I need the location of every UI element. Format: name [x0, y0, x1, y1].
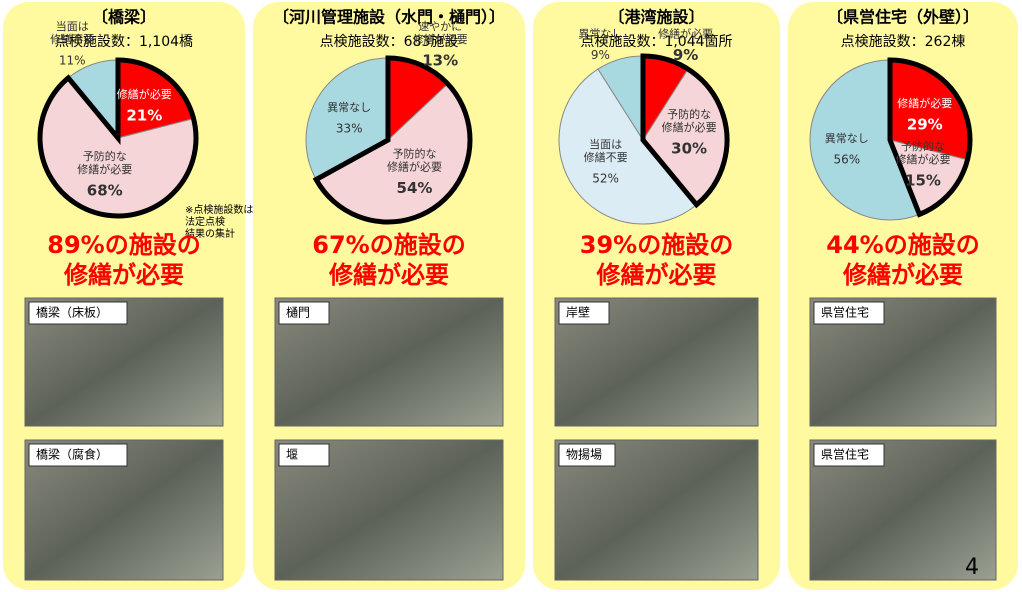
slice-value: 11% [59, 53, 86, 67]
slice-label: 当面は [589, 137, 622, 151]
photo-label-box [813, 443, 885, 467]
slice-label: 速やかに [418, 20, 462, 33]
repair-outline [37, 57, 199, 219]
headline: 修繕が必要 [596, 261, 717, 289]
slice-label: 修繕が必要 [77, 162, 132, 176]
panel-title: 〔橋梁〕 [92, 8, 156, 27]
slice-label: 当面は [56, 19, 89, 33]
slice-label: 修繕が必要 [662, 120, 717, 134]
repair-outline [640, 53, 730, 209]
pie-slice [809, 59, 921, 221]
note: ※点検施設数は [185, 203, 253, 216]
slice-label: 修繕が必要 [387, 159, 442, 173]
photo-label: 県営住宅 [821, 305, 869, 320]
repair-outline [312, 55, 473, 225]
slice-label: 修繕が必要 [117, 87, 172, 101]
slice-label: 異常なし [327, 101, 371, 114]
headline: 67%の施設の [312, 231, 465, 259]
photo-label-box [28, 443, 128, 467]
headline: 修繕が必要 [842, 261, 963, 289]
headline: 89%の施設の [47, 231, 200, 259]
slice-value: 21% [126, 107, 162, 125]
slice-label: 修繕が必要 [658, 26, 713, 40]
panel-title: 〔河川管理施設（水門・樋門）〕 [273, 8, 505, 27]
photo-label-box [278, 443, 330, 467]
headline: 39%の施設の [580, 231, 733, 259]
slice-label: 予防的な [667, 107, 711, 121]
slice-value: 56% [833, 153, 860, 167]
panel-title: 〔県営住宅（外壁）〕 [827, 8, 979, 27]
pie-slice [558, 68, 698, 225]
slice-label: 修繕不要 [584, 150, 628, 164]
photo-label: 堰 [286, 448, 298, 462]
slice-label: 修繕が必要 [896, 152, 951, 166]
panel-title: 〔港湾施設〕 [608, 8, 704, 27]
headline: 修繕が必要 [328, 261, 449, 289]
photo-label-box [813, 301, 885, 325]
panel-subtitle: 点検施設数：1,104橋 [55, 34, 193, 50]
photo-label: 橋梁（腐食） [36, 447, 108, 462]
photo-label-box [558, 301, 610, 325]
photo-label-box [28, 301, 128, 325]
slice-value: 52% [592, 172, 619, 186]
photo-label-box [558, 443, 616, 467]
page-number: 4 [965, 555, 979, 580]
headline: 44%の施設の [826, 231, 979, 259]
slice-value: 13% [422, 51, 458, 69]
slice-label: 予防的な [901, 139, 945, 153]
slice-value: 29% [907, 116, 943, 134]
slice-label: 修繕が必要 [897, 96, 952, 110]
slice-value: 30% [671, 140, 707, 158]
note: 結果の集計 [185, 227, 235, 240]
panel-subtitle: 点検施設数：262棟 [841, 34, 966, 50]
photo-label: 県営住宅 [821, 447, 869, 462]
slice-value: 68% [87, 181, 123, 199]
photo-label: 樋門 [286, 305, 310, 320]
slice-value: 9% [673, 46, 698, 64]
slice-label: 予防的な [393, 146, 437, 160]
slice-label: 異常なし [825, 132, 869, 145]
headline: 修繕が必要 [63, 261, 184, 289]
photo-label: 物揚場 [566, 448, 602, 462]
slice-value: 9% [591, 48, 610, 62]
repair-outline [887, 57, 973, 218]
panel-subtitle: 点検施設数：1,044箇所 [580, 33, 732, 50]
slice-label: 異常なし [578, 27, 622, 40]
slice-value: 15% [905, 172, 941, 190]
photo-label: 岸壁 [566, 305, 590, 320]
photo-label: 橋梁（床板） [36, 305, 108, 320]
panel-subtitle: 点検施設数：683施設 [320, 34, 459, 50]
slice-label: 修繕が必要 [413, 32, 468, 46]
slice-value: 33% [336, 122, 363, 136]
slice-value: 54% [397, 179, 433, 197]
photo-label-box [278, 301, 330, 325]
slice-label: 予防的な [83, 149, 127, 163]
slice-label: 修繕不要 [50, 32, 94, 46]
note: 法定点検 [185, 215, 225, 228]
